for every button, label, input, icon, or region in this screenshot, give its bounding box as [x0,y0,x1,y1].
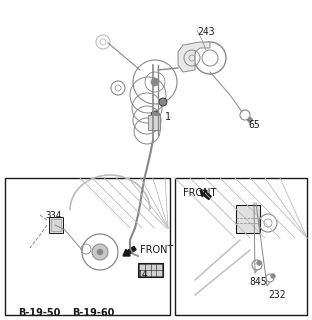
Circle shape [92,244,108,260]
Bar [51,219,61,231]
Text: B-19-60: B-19-60 [72,308,115,318]
Text: FRONT: FRONT [140,245,173,255]
Text: 65: 65 [248,120,260,130]
Circle shape [257,261,261,265]
Polygon shape [178,42,210,72]
Bar [138,263,163,277]
Circle shape [97,249,103,255]
Text: 1: 1 [165,112,171,122]
Circle shape [159,98,167,106]
Bar [148,115,160,130]
Text: B-19-50: B-19-50 [18,308,61,318]
Bar [5,178,170,315]
Text: 845: 845 [249,277,267,287]
Circle shape [247,117,252,123]
Text: FRONT: FRONT [183,188,217,198]
Circle shape [271,274,275,278]
Bar [236,205,260,233]
FancyArrow shape [200,190,211,200]
Bar [175,178,307,315]
Circle shape [151,78,159,86]
Bar [49,217,63,233]
Text: 243: 243 [197,27,215,37]
Text: 334: 334 [45,211,61,220]
Text: 232: 232 [268,290,285,300]
Text: 14: 14 [137,270,149,280]
Circle shape [151,111,159,119]
FancyArrow shape [123,246,136,256]
